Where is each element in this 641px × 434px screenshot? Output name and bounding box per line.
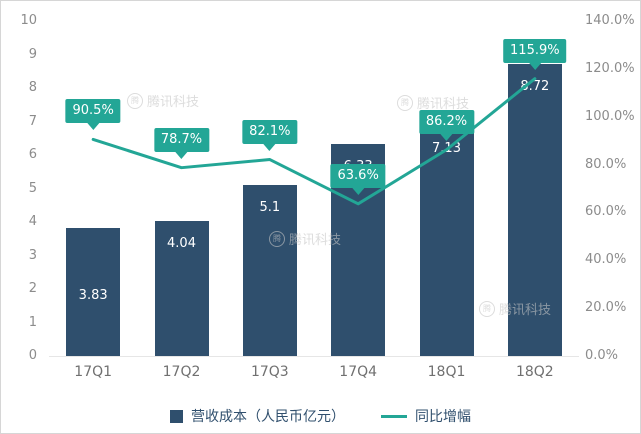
left-axis-tick: 1 [28,314,37,330]
left-axis-tick: 7 [28,113,37,129]
yoy-callout-value: 63.6% [330,163,386,188]
bar-value-label-17Q2: 4.04 [167,235,196,251]
right-axis-tick: 100.0% [585,108,635,124]
yoy-callout-17Q1: 90.5% [65,99,121,131]
right-axis-tick: 40.0% [585,252,627,268]
yoy-callout-pointer-icon [87,123,100,131]
legend-label-revenue-cost: 营收成本（人民币亿元） [191,409,345,425]
yoy-callout-pointer-icon [175,151,188,159]
yoy-callout-value: 82.1% [242,119,298,144]
left-axis-tick: 0 [28,348,37,363]
legend-item-revenue-cost: 营收成本（人民币亿元） [170,406,345,426]
yoy-callout-pointer-icon [263,143,276,151]
left-axis-tick: 5 [28,180,37,196]
x-axis-line [49,356,579,357]
bar-18Q1 [419,117,474,356]
legend-item-yoy-growth: 同比增幅 [381,406,471,426]
yoy-growth-polyline [91,77,537,206]
bar-value-label-17Q3: 5.1 [259,200,281,216]
category-label-17Q2: 17Q2 [162,364,201,380]
left-axis-tick: 2 [28,281,37,296]
right-axis-tick: 60.0% [585,204,627,220]
right-axis-tick: 0.0% [585,348,619,363]
bar-18Q2 [507,63,562,356]
category-label-17Q4: 17Q4 [339,364,378,380]
yoy-callout-pointer-icon [528,62,541,70]
category-label-18Q2: 18Q2 [515,364,554,380]
right-axis-tick: 120.0% [585,60,635,76]
yoy-callout-17Q2: 78.7% [153,127,210,159]
left-axis-tick: 8 [28,80,37,95]
legend: 营收成本（人民币亿元） 同比增幅 [1,406,640,426]
left-axis-tick: 6 [28,147,37,162]
category-label-18Q1: 18Q1 [427,364,466,380]
right-axis-tick: 20.0% [585,300,627,316]
left-axis-tick: 10 [20,13,37,28]
yoy-callout-pointer-icon [352,187,365,195]
yoy-callout-value: 86.2% [418,109,475,134]
bar-17Q3 [242,185,297,356]
left-axis-tick: 4 [28,214,37,229]
left-axis-tick: 3 [28,247,37,263]
left-axis-tick: 9 [28,46,37,62]
yoy-callout-pointer-icon [440,133,453,141]
category-label-17Q3: 17Q3 [250,364,289,380]
revenue-cost-swatch-icon [170,409,183,423]
yoy-callout-18Q2: 115.9% [503,38,567,70]
bar-17Q1 [66,227,121,356]
yoy-callout-value: 78.7% [153,127,210,152]
yoy-growth-swatch-icon [381,414,407,418]
yoy-callout-18Q1: 86.2% [418,109,475,141]
yoy-callout-value: 90.5% [65,99,121,124]
yoy-callout-17Q4: 63.6% [330,163,386,195]
bar-value-label-17Q1: 3.83 [78,287,108,303]
right-axis-tick: 80.0% [585,156,627,172]
category-label-17Q1: 17Q1 [74,364,113,380]
legend-label-yoy-growth: 同比增幅 [415,409,471,425]
bar-17Q2 [154,220,209,356]
yoy-callout-17Q3: 82.1% [242,119,298,151]
yoy-callout-value: 115.9% [503,38,567,63]
right-axis-tick: 140.0% [585,13,635,28]
